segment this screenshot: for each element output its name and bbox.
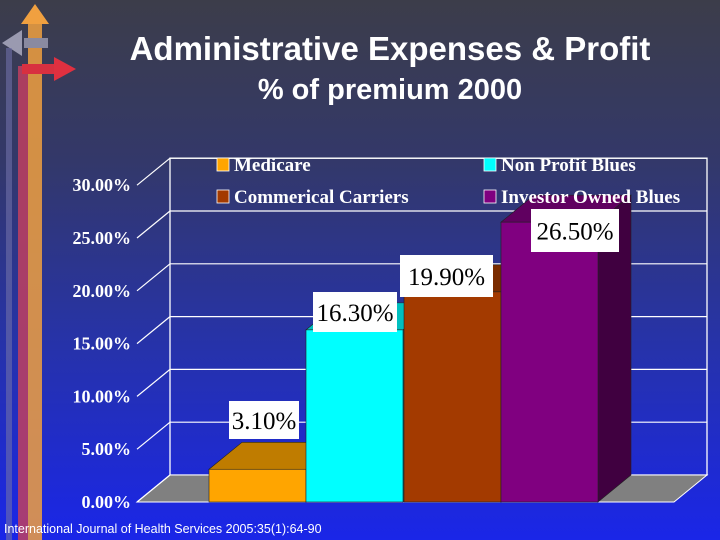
- vertical-orange-bar: [28, 20, 42, 540]
- side-wall-line: [136, 263, 171, 292]
- side-wall-line: [136, 474, 171, 503]
- data-label-box: [531, 209, 619, 252]
- legend-label: Medicare: [234, 155, 311, 176]
- side-wall-line: [136, 210, 171, 239]
- legend-swatch: [483, 189, 497, 204]
- legend-swatch: [216, 189, 230, 204]
- up-arrow-icon: [21, 4, 49, 24]
- source-citation: International Journal of Health Services…: [4, 522, 322, 536]
- legend-swatch: [216, 157, 230, 172]
- y-tick-label: 0.00%: [82, 492, 132, 512]
- data-label-box: [313, 292, 397, 332]
- vertical-red-bar: [18, 66, 28, 540]
- side-wall-line: [136, 157, 171, 186]
- data-label: 3.10%: [232, 408, 297, 435]
- y-tick-label: 5.00%: [82, 439, 132, 459]
- right-arrow-icon: [54, 57, 76, 81]
- y-tick-label: 25.00%: [73, 228, 132, 248]
- side-wall-line: [136, 421, 171, 450]
- y-tick-label: 20.00%: [73, 281, 132, 301]
- vertical-gray-bar: [6, 48, 12, 540]
- bar-1: [208, 468, 307, 503]
- data-label-box: [229, 401, 299, 439]
- bar-2: [305, 329, 404, 503]
- y-tick-label: 10.00%: [73, 386, 132, 406]
- y-tick-label: 30.00%: [73, 175, 132, 195]
- legend-label: Commerical Carriers: [234, 187, 409, 208]
- data-label: 16.30%: [316, 300, 393, 327]
- chart-title: Administrative Expenses & Profit: [129, 30, 651, 67]
- bar-3: [403, 291, 502, 503]
- data-label: 26.50%: [536, 219, 613, 246]
- data-label: 19.90%: [408, 264, 485, 291]
- y-tick-label: 15.00%: [73, 334, 132, 354]
- bar-4: [500, 221, 599, 503]
- legend-swatch: [483, 157, 497, 172]
- chart-subtitle: % of premium 2000: [257, 74, 523, 106]
- left-arrow-icon: [2, 30, 22, 56]
- legend-label: Non Profit Blues: [501, 155, 636, 176]
- legend-label: Investor Owned Blues: [501, 187, 680, 208]
- right-arrow-shaft: [22, 64, 56, 74]
- data-label-box: [400, 255, 493, 297]
- side-wall-line: [136, 368, 171, 397]
- left-arrow-shaft: [24, 38, 48, 48]
- side-wall-line: [136, 316, 171, 345]
